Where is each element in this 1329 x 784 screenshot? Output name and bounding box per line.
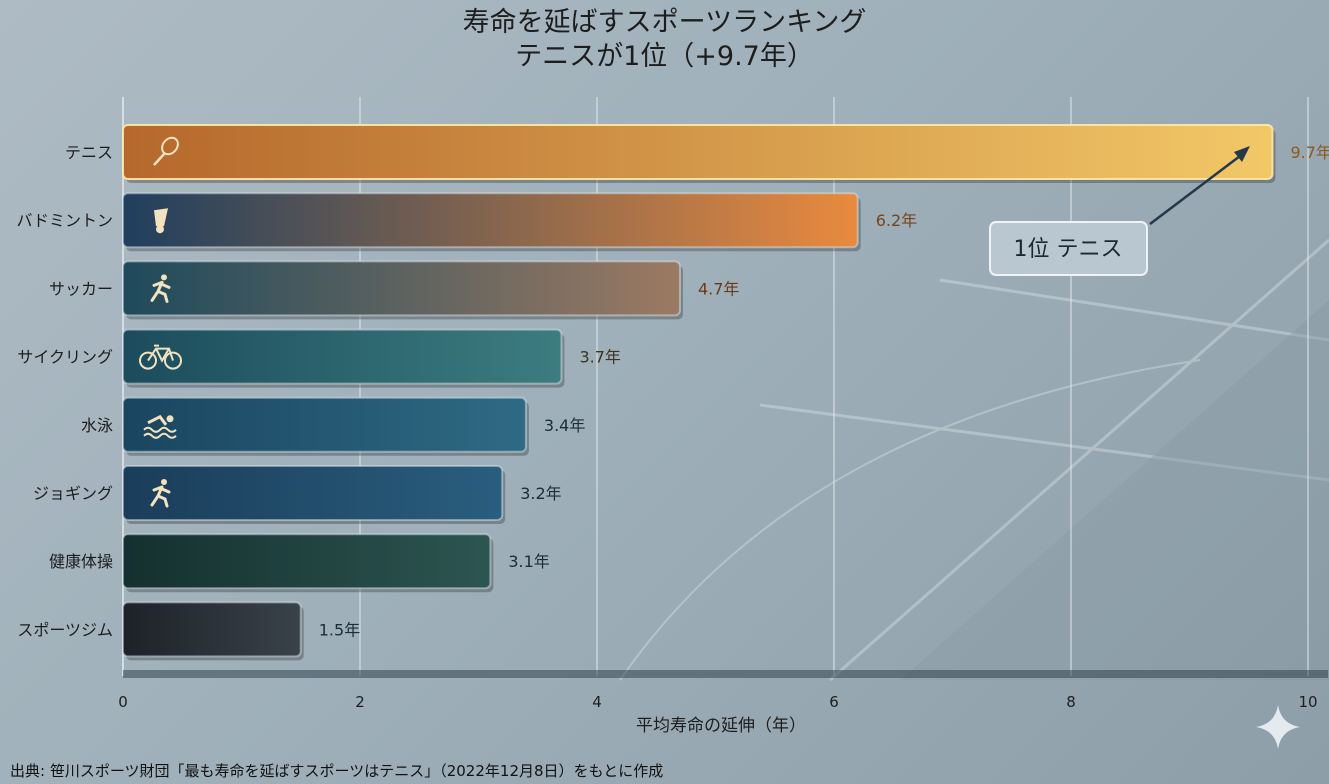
chart-subtitle: テニスが1位（+9.7年） <box>515 41 814 72</box>
chart-title: 寿命を延ばすスポーツランキング <box>462 7 867 38</box>
x-tick-label: 0 <box>118 693 128 711</box>
bicycle-icon <box>139 344 182 370</box>
value-label: 3.7年 <box>579 348 620 367</box>
category-label: サイクリング <box>17 348 113 367</box>
bar-group: 水泳 3.4年 <box>81 396 585 456</box>
annotation-box <box>989 221 1148 276</box>
value-label: 3.4年 <box>544 416 585 435</box>
bar <box>122 396 527 453</box>
bar <box>122 465 504 521</box>
bar-group: スポーツジム 1.5年 <box>17 601 360 661</box>
runner-icon <box>150 274 171 303</box>
category-label: ジョギング <box>33 484 113 503</box>
swimmer-icon <box>143 414 177 439</box>
bar <box>122 601 302 658</box>
bar-group: ジョギング 3.2年 <box>33 465 562 524</box>
court-decoration <box>619 238 1329 682</box>
category-label: スポーツジム <box>17 620 113 639</box>
x-axis-base <box>123 670 1328 678</box>
bar-group: サイクリング 3.7年 <box>17 328 621 388</box>
source-note: 出典: 笹川スポーツ財団「最も寿命を延ばすスポーツはテニス」（2022年12月8… <box>10 762 664 780</box>
bar <box>122 328 563 385</box>
chart-title-block: 寿命を延ばすスポーツランキング テニスが1位（+9.7年） <box>0 6 1329 74</box>
tennis-racket-icon <box>153 136 179 166</box>
annotation-arrow <box>1149 155 1241 225</box>
bar-group: テニス 9.7年 <box>65 124 1329 183</box>
sparkle-icon <box>1256 705 1300 749</box>
value-label: 4.7年 <box>698 279 739 298</box>
bar <box>122 124 1274 180</box>
value-label: 9.7年 <box>1290 143 1329 162</box>
shuttlecock-icon <box>154 208 168 234</box>
category-label: サッカー <box>49 279 113 298</box>
x-tick-label: 8 <box>1066 693 1076 711</box>
bar <box>122 533 492 590</box>
x-tick-label: 4 <box>592 693 602 711</box>
x-axis-label: 平均寿命の延伸（年） <box>636 716 806 736</box>
value-label: 3.1年 <box>508 552 549 571</box>
runner-icon <box>150 479 171 508</box>
value-label: 6.2年 <box>876 211 917 230</box>
arrow-head-icon <box>1234 146 1250 162</box>
x-tick-label: 10 <box>1298 693 1317 711</box>
value-label: 3.2年 <box>520 484 561 503</box>
category-label: 健康体操 <box>49 552 113 571</box>
bar-group: 健康体操 3.1年 <box>49 533 550 593</box>
x-tick-label: 6 <box>829 693 839 711</box>
annotation-text: 1位 テニス <box>1014 237 1123 262</box>
category-label: 水泳 <box>81 416 113 435</box>
category-label: テニス <box>65 143 113 162</box>
x-tick-label: 2 <box>355 693 365 711</box>
bar <box>122 260 681 317</box>
bar <box>122 192 859 249</box>
bar-group: バドミントン 6.2年 <box>17 192 917 252</box>
value-label: 1.5年 <box>319 620 360 639</box>
category-label: バドミントン <box>17 211 113 230</box>
bar-group: サッカー 4.7年 <box>49 260 739 320</box>
